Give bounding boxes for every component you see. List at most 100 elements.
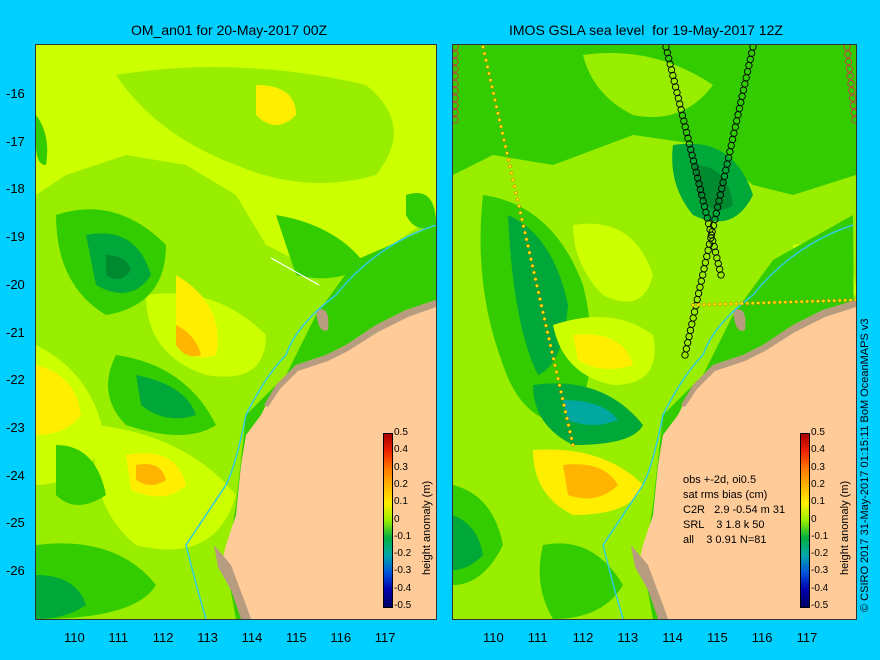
obs-marker: [505, 151, 509, 155]
obs-marker: [843, 45, 851, 51]
obs-marker: [571, 443, 575, 447]
obs-marker: [750, 301, 755, 306]
obs-marker: [530, 264, 535, 268]
anomaly-region: [453, 515, 483, 570]
obs-marker: [712, 302, 717, 307]
obs-marker: [696, 185, 705, 194]
obs-marker: [569, 436, 574, 441]
left-colorbar-label: height anomaly (m): [421, 480, 433, 575]
obs-marker: [671, 83, 680, 91]
coast-shelf: [631, 545, 668, 619]
obs-marker: [482, 51, 487, 56]
obs-marker: [832, 298, 837, 303]
anomaly-region: [453, 45, 856, 195]
anomaly-region: [508, 215, 568, 375]
obs-marker: [665, 54, 673, 63]
anomaly-region: [539, 543, 623, 619]
stats-line: all 3 0.91 N=81: [683, 534, 767, 546]
obs-marker: [554, 370, 559, 374]
obs-marker: [844, 50, 852, 58]
lat-tick-label: -21: [6, 324, 25, 340]
lat-tick-label: -20: [6, 276, 25, 292]
left-map-title: OM_an01 for 20-May-2017 00Z: [131, 22, 328, 38]
obs-marker: [512, 184, 517, 189]
left-map: [35, 44, 437, 620]
obs-marker: [704, 220, 713, 228]
obs-marker: [844, 57, 853, 66]
obs-marker: [707, 231, 716, 239]
colorbar-tick-label: -0.5: [811, 600, 829, 611]
lon-tick-label: 114: [662, 630, 683, 645]
left-map-plot: [36, 45, 436, 619]
obs-marker: [711, 248, 720, 256]
anomaly-region: [276, 215, 366, 279]
obs-marker: [506, 157, 511, 162]
obs-marker: [778, 300, 782, 305]
coast-shelf: [681, 300, 856, 407]
obs-marker: [854, 298, 856, 302]
anomaly-region: [106, 255, 131, 279]
obs-marker: [496, 111, 500, 116]
obs-marker: [559, 390, 563, 394]
obs-marker: [550, 350, 554, 354]
obs-marker: [693, 174, 702, 182]
obs-marker: [767, 300, 771, 305]
obs-marker: [734, 301, 739, 306]
obs-marker: [696, 302, 701, 307]
right-colorbar-label: height anomaly (m): [839, 480, 851, 575]
colorbar-tick-label: 0.5: [811, 427, 825, 438]
obs-marker: [669, 71, 677, 80]
obs-marker: [560, 396, 565, 401]
obs-marker: [851, 116, 856, 124]
obs-marker: [488, 78, 493, 83]
lon-tick-label: 114: [241, 630, 263, 645]
colorbar-tick-label: -0.4: [811, 582, 829, 594]
land: [221, 300, 436, 619]
right-map-plot: [453, 45, 856, 619]
lon-tick-label: 117: [374, 630, 396, 645]
lon-tick-label: 110: [64, 630, 85, 645]
obs-marker: [541, 310, 545, 315]
lon-tick-label: 116: [330, 630, 352, 645]
obs-marker: [515, 197, 520, 202]
colorbar-tick-label: 0.1: [394, 496, 408, 508]
anomaly-region: [36, 575, 86, 619]
obs-marker: [548, 343, 553, 348]
lon-tick-label: 115: [286, 630, 307, 645]
obs-marker: [544, 323, 548, 328]
obs-marker: [502, 138, 506, 142]
obs-marker: [453, 50, 459, 58]
obs-marker: [453, 57, 459, 66]
obs-marker: [503, 144, 508, 149]
credit-text: © CSIRO 2017 31-May-2017 01:15:11 BoM Oc…: [859, 318, 871, 612]
lon-tick-label: 111: [108, 630, 129, 645]
obs-marker: [692, 168, 700, 177]
obs-marker: [517, 204, 521, 209]
lon-tick-label: 113: [617, 630, 639, 645]
colorbar-tick-label: 0: [811, 513, 817, 525]
lat-tick-label: -25: [6, 515, 25, 531]
obs-marker: [453, 72, 459, 80]
section-line: [270, 257, 320, 286]
right-map: [452, 44, 857, 620]
satellite-track-obs: [662, 45, 725, 279]
left-colorbar: [383, 433, 393, 608]
obs-marker: [681, 123, 689, 131]
lon-tick-label: 110: [483, 630, 504, 645]
anomaly-region: [256, 85, 296, 125]
obs-marker: [566, 423, 571, 427]
obs-marker: [453, 109, 459, 117]
obs-marker: [805, 299, 809, 304]
anomaly-region: [573, 334, 633, 369]
obs-marker: [493, 98, 497, 102]
colorbar-tick-label: 0.5: [394, 427, 408, 438]
anomaly-region: [116, 67, 394, 183]
obs-marker: [772, 300, 777, 305]
colorbar-tick-label: -0.3: [811, 565, 829, 577]
obs-marker: [514, 191, 518, 195]
lon-tick-label: 115: [707, 630, 728, 645]
lat-tick-label: -16: [6, 86, 25, 101]
obs-marker: [848, 94, 856, 102]
lon-tick-label: 117: [796, 630, 818, 645]
obs-marker: [453, 116, 459, 124]
